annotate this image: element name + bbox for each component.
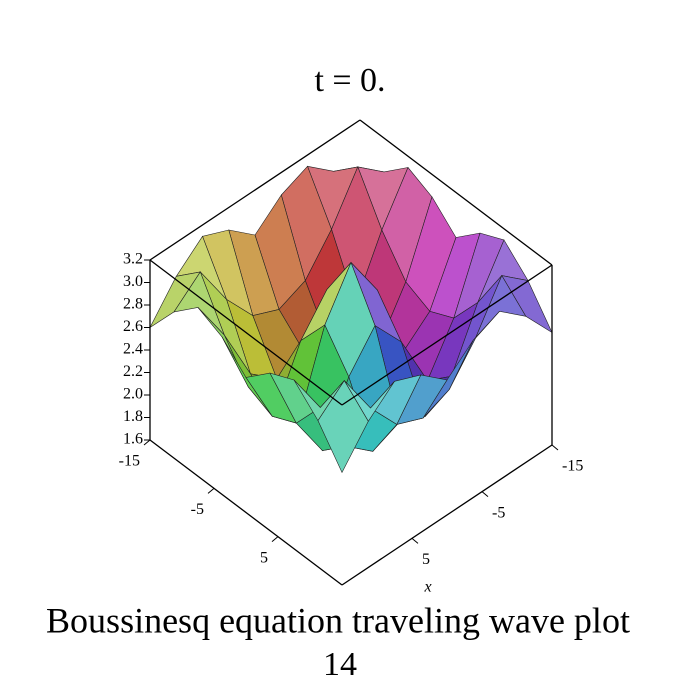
z-tick-label: 3.2 (123, 251, 143, 268)
z-tick-label: 2.2 (123, 363, 143, 380)
y-tick-label: 5 (260, 549, 268, 566)
box-edge (341, 444, 553, 586)
x-axis-label: x (424, 579, 432, 596)
x-tick (481, 491, 489, 498)
x-tick (411, 537, 419, 544)
box-edge (149, 259, 343, 406)
y-tick (207, 487, 215, 494)
z-tick-label: 2.8 (123, 296, 143, 313)
z-tick-label: 1.6 (123, 431, 143, 448)
z-tick-label: 2.6 (123, 318, 143, 335)
y-tick-label: -5 (191, 501, 204, 518)
y-tick (143, 439, 151, 446)
z-tick-label: 2.4 (123, 341, 143, 358)
x-tick-label: 5 (422, 551, 430, 568)
x-tick (551, 444, 559, 451)
box-edge (149, 119, 361, 261)
figure-number: 14 (323, 646, 357, 683)
chart-title: t = 0. (314, 62, 385, 99)
y-tick-label: -15 (119, 453, 140, 470)
z-tick-label: 1.8 (123, 408, 143, 425)
box-edge (149, 439, 343, 586)
caption: Boussinesq equation traveling wave plot (46, 600, 630, 640)
z-tick-label: 2.0 (123, 386, 143, 403)
surface-patch (317, 380, 369, 474)
box-edge (341, 264, 553, 406)
x-tick-label: -15 (562, 458, 583, 475)
z-tick-label: 3.0 (123, 273, 143, 290)
box-edge (359, 119, 553, 266)
x-tick-label: -5 (492, 504, 505, 521)
y-tick (271, 536, 279, 543)
